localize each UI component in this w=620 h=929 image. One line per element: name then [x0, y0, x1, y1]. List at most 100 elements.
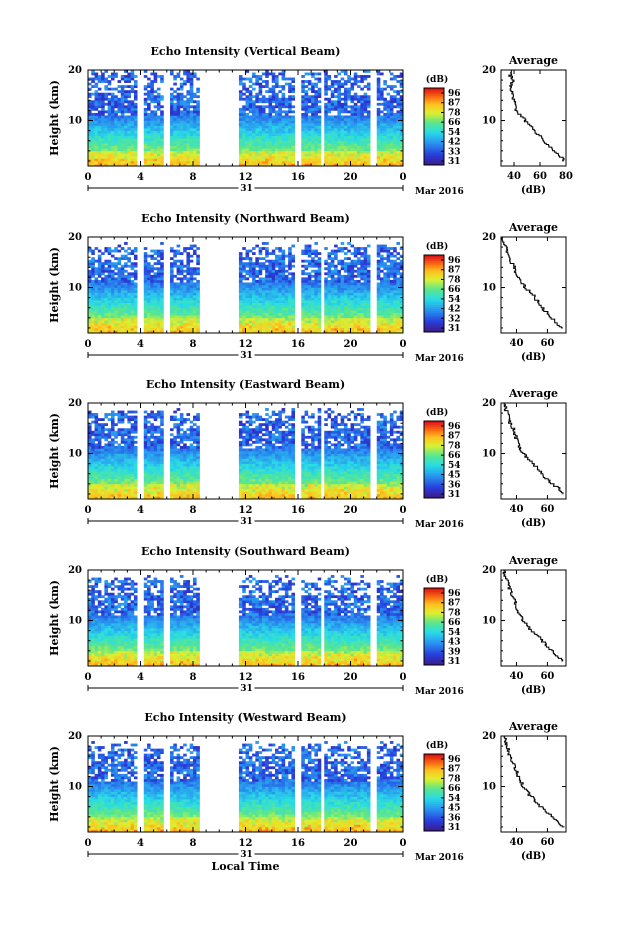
- heatmap-cell: [124, 307, 128, 311]
- heatmap-cell: [176, 325, 181, 329]
- date-label: 31: [240, 351, 253, 361]
- heatmap-cell: [330, 322, 335, 326]
- heatmap-cell: [183, 105, 187, 109]
- heatmap-cell: [347, 133, 351, 136]
- heatmap-cell: [340, 145, 345, 149]
- heatmap-cell: [389, 140, 394, 144]
- heatmap-cell: [314, 112, 318, 116]
- heatmap-cell: [143, 277, 148, 281]
- heatmap-cell: [301, 282, 305, 286]
- heatmap-cell: [189, 148, 194, 152]
- heatmap-cell: [117, 143, 122, 147]
- heatmap-cell: [147, 115, 151, 119]
- heatmap-cell: [196, 310, 200, 314]
- heatmap-cell: [150, 320, 154, 324]
- colorbar-segment: [424, 283, 444, 287]
- heatmap-cell: [350, 125, 355, 129]
- heatmap-cell: [258, 138, 263, 142]
- heatmap-cell: [314, 145, 318, 149]
- heatmap-cell: [238, 269, 243, 273]
- heatmap-cell: [386, 305, 391, 309]
- heatmap-cell: [147, 85, 151, 88]
- heatmap-cell: [324, 150, 328, 154]
- heatmap-cell: [363, 302, 368, 306]
- heatmap-cell: [255, 110, 259, 114]
- heatmap-cell: [114, 322, 118, 326]
- heatmap-cell: [186, 102, 191, 106]
- heatmap-cell: [317, 300, 322, 303]
- heatmap-cell: [376, 295, 381, 298]
- heatmap-cell: [343, 287, 348, 291]
- heatmap-cell: [173, 322, 177, 326]
- heatmap-cell: [130, 135, 135, 139]
- heatmap-cell: [284, 295, 289, 298]
- heatmap-cell: [366, 85, 371, 88]
- heatmap-cell: [363, 259, 368, 263]
- colorbar-tick-label: 87: [448, 99, 461, 109]
- heatmap-cell: [153, 143, 158, 147]
- heatmap-cell: [107, 327, 112, 331]
- heatmap-cell: [334, 315, 338, 319]
- heatmap-cell: [324, 320, 328, 324]
- heatmap-cell: [94, 322, 99, 326]
- heatmap-cell: [271, 128, 276, 131]
- heatmap-cell: [176, 305, 181, 309]
- heatmap-cell: [183, 133, 187, 136]
- heatmap-cell: [396, 295, 401, 298]
- heatmap-cell: [133, 138, 138, 142]
- heatmap-cell: [317, 115, 322, 119]
- heatmap-cell: [353, 307, 358, 311]
- heatmap-cell: [383, 97, 387, 101]
- heatmap-cell: [196, 123, 200, 126]
- heatmap-cell: [248, 287, 253, 291]
- heatmap-cell: [179, 143, 184, 147]
- heatmap-cell: [343, 305, 348, 309]
- heatmap-cell: [110, 138, 115, 142]
- heatmap-cell: [104, 282, 108, 286]
- heatmap-cell: [252, 133, 256, 136]
- heatmap-cell: [353, 72, 358, 76]
- heatmap-cell: [193, 307, 197, 311]
- heatmap-cell: [147, 128, 151, 131]
- heatmap-cell: [347, 163, 351, 167]
- heatmap-cell: [94, 300, 99, 303]
- heatmap-cell: [275, 257, 279, 261]
- heatmap-cell: [386, 259, 391, 263]
- heatmap-cell: [94, 310, 99, 314]
- heatmap-cell: [330, 155, 335, 159]
- heatmap-cell: [343, 125, 348, 129]
- heatmap-cell: [107, 249, 112, 253]
- heatmap-cell: [304, 302, 309, 306]
- heatmap-cell: [357, 249, 361, 253]
- heatmap-cell: [170, 153, 174, 157]
- heatmap-cell: [268, 107, 273, 111]
- heatmap-cell: [353, 249, 358, 253]
- heatmap-cell: [281, 330, 286, 334]
- heatmap-cell: [127, 277, 131, 281]
- heatmap-cell: [176, 95, 181, 99]
- heatmap-cell: [324, 310, 328, 314]
- heatmap-cell: [307, 330, 312, 334]
- heatmap-cell: [160, 302, 164, 306]
- heatmap-cell: [255, 82, 259, 86]
- heatmap-cell: [340, 327, 345, 331]
- heatmap-cell: [255, 92, 259, 96]
- heatmap-cell: [160, 322, 164, 326]
- heatmap-cell: [124, 320, 128, 324]
- heatmap-cell: [376, 277, 381, 281]
- heatmap-cell: [160, 254, 164, 258]
- heatmap-cell: [275, 155, 279, 159]
- heatmap-cell: [327, 120, 332, 124]
- heatmap-cell: [380, 133, 384, 136]
- heatmap-cell: [327, 158, 332, 162]
- heatmap-cell: [334, 322, 338, 326]
- heatmap-cell: [304, 85, 309, 88]
- heatmap-cell: [376, 285, 381, 288]
- heatmap-cell: [311, 302, 315, 306]
- heatmap-cell: [314, 269, 318, 273]
- heatmap-cell: [130, 295, 135, 298]
- heatmap-cell: [196, 90, 200, 94]
- heatmap-cell: [275, 295, 279, 298]
- heatmap-cell: [153, 148, 158, 152]
- heatmap-cell: [248, 128, 253, 131]
